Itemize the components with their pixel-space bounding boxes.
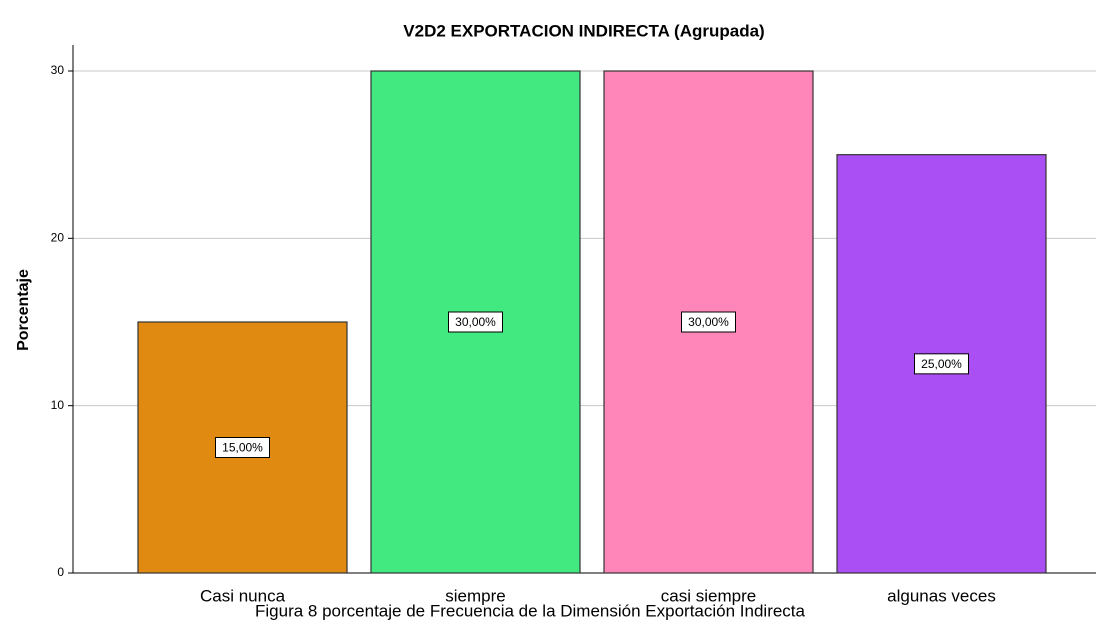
- value-label: 30,00%: [688, 315, 729, 329]
- x-tick-label: Casi nunca: [200, 586, 286, 605]
- value-label-box: [215, 437, 270, 458]
- chart-title: V2D2 EXPORTACION INDIRECTA (Agrupada): [403, 21, 764, 40]
- caption: Figura 8 porcentaje de Frecuencia de la …: [255, 601, 806, 620]
- y-tick-label: 20: [51, 231, 65, 245]
- value-label: 30,00%: [455, 315, 496, 329]
- y-tick-label: 10: [51, 398, 65, 412]
- y-tick-label: 30: [51, 63, 65, 77]
- value-label: 15,00%: [222, 441, 263, 455]
- x-tick-label: siempre: [445, 586, 505, 605]
- y-tick-label: 0: [57, 565, 64, 579]
- value-label: 25,00%: [921, 357, 962, 371]
- value-label-box: [681, 311, 736, 333]
- x-tick-label: algunas veces: [887, 586, 996, 605]
- y-axis-label: Porcentaje: [15, 269, 32, 351]
- x-tick-label: casi siempre: [661, 586, 756, 605]
- value-label-box: [448, 311, 503, 333]
- value-label-box: [914, 353, 969, 375]
